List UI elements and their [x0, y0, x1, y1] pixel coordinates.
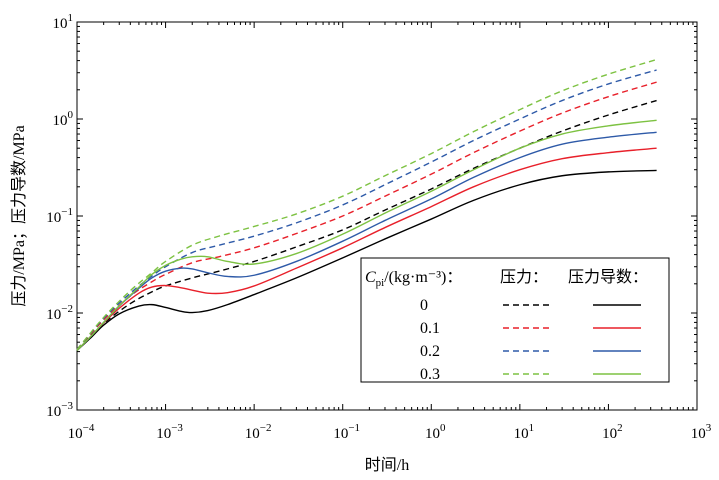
x-tick-label: 10−3	[156, 422, 183, 442]
tick-label-base: 10	[53, 113, 68, 129]
legend-title: Cpi/(kg·m⁻³)：	[365, 269, 462, 289]
x-tick-label: 101	[514, 422, 535, 442]
tick-label-base: 10	[53, 16, 68, 32]
x-tick-label: 102	[602, 422, 623, 442]
series-pressure-cpi-0.2	[76, 69, 657, 350]
series-pressure-cpi-0.1	[76, 81, 657, 351]
tick-label-exponent: −3	[61, 400, 73, 412]
tick-label-exponent: 1	[68, 12, 74, 24]
legend-pressure-header: 压力：	[500, 268, 548, 286]
series-derivative-cpi-0.1	[76, 147, 657, 352]
tick-label-base: 10	[156, 426, 171, 442]
tick-label-base: 10	[602, 426, 617, 442]
y-tick-label: 10−3	[46, 400, 73, 420]
tick-label-base: 10	[46, 210, 61, 226]
tick-label-base: 10	[333, 426, 348, 442]
tick-label-exponent: 1	[529, 422, 535, 434]
legend-entry-label: 0.3	[420, 366, 440, 383]
legend-entry-label: 0.1	[420, 320, 440, 337]
legend-box	[360, 257, 670, 383]
y-tick-label: 10−1	[46, 206, 73, 226]
x-tick-label: 10−2	[245, 422, 272, 442]
y-tick-label: 10−2	[46, 303, 73, 323]
x-tick-label: 10−1	[333, 422, 360, 442]
plot-area	[76, 21, 698, 411]
x-tick-label: 103	[691, 422, 712, 442]
legend-title-sub: pi	[376, 277, 385, 289]
x-tick-labels: 10−4 10−3 10−2 10−1 100 101 102 103	[68, 422, 712, 442]
tick-label-base: 10	[691, 426, 706, 442]
tick-label-exponent: −1	[61, 206, 73, 218]
y-tick-label: 101	[53, 12, 74, 32]
legend-entry-label: 0	[420, 297, 428, 314]
tick-label-base: 10	[425, 426, 440, 442]
tick-label-base: 10	[68, 426, 83, 442]
series-curves	[76, 58, 657, 352]
tick-label-exponent: 0	[440, 422, 446, 434]
tick-label-base: 10	[46, 404, 61, 420]
y-tick-label: 100	[53, 109, 74, 129]
series-derivative-cpi-0	[76, 169, 657, 352]
tick-label-base: 10	[245, 426, 260, 442]
tick-label-base: 10	[514, 426, 529, 442]
legend: Cpi/(kg·m⁻³)： 压力： 压力导数： 0 0.1 0.2 0.3	[360, 257, 670, 383]
tick-label-exponent: −2	[260, 422, 272, 434]
x-tick-label: 10−4	[68, 422, 95, 442]
legend-title-unit: /(kg·m⁻³)：	[384, 269, 462, 286]
x-axis-label: 时间/h	[365, 456, 409, 474]
tick-label-exponent: 3	[706, 422, 712, 434]
tick-label-exponent: 0	[68, 109, 74, 121]
tick-label-exponent: −3	[171, 422, 183, 434]
legend-rows: 0 0.1 0.2 0.3	[420, 297, 641, 383]
tick-label-base: 10	[46, 307, 61, 323]
tick-label-exponent: −1	[348, 422, 360, 434]
series-pressure-cpi-0.3	[76, 58, 657, 350]
tick-label-exponent: 2	[617, 422, 623, 434]
legend-entry-label: 0.2	[420, 343, 440, 360]
tick-label-exponent: −2	[61, 303, 73, 315]
legend-derivative-header: 压力导数：	[568, 268, 648, 286]
y-axis-label: 压力/MPa；压力导数/MPa	[10, 125, 28, 306]
axis-ticks	[76, 21, 698, 411]
x-tick-label: 100	[425, 422, 446, 442]
tick-label-exponent: −4	[83, 422, 95, 434]
series-derivative-cpi-0.3	[76, 119, 657, 352]
legend-title-var: C	[365, 269, 376, 286]
